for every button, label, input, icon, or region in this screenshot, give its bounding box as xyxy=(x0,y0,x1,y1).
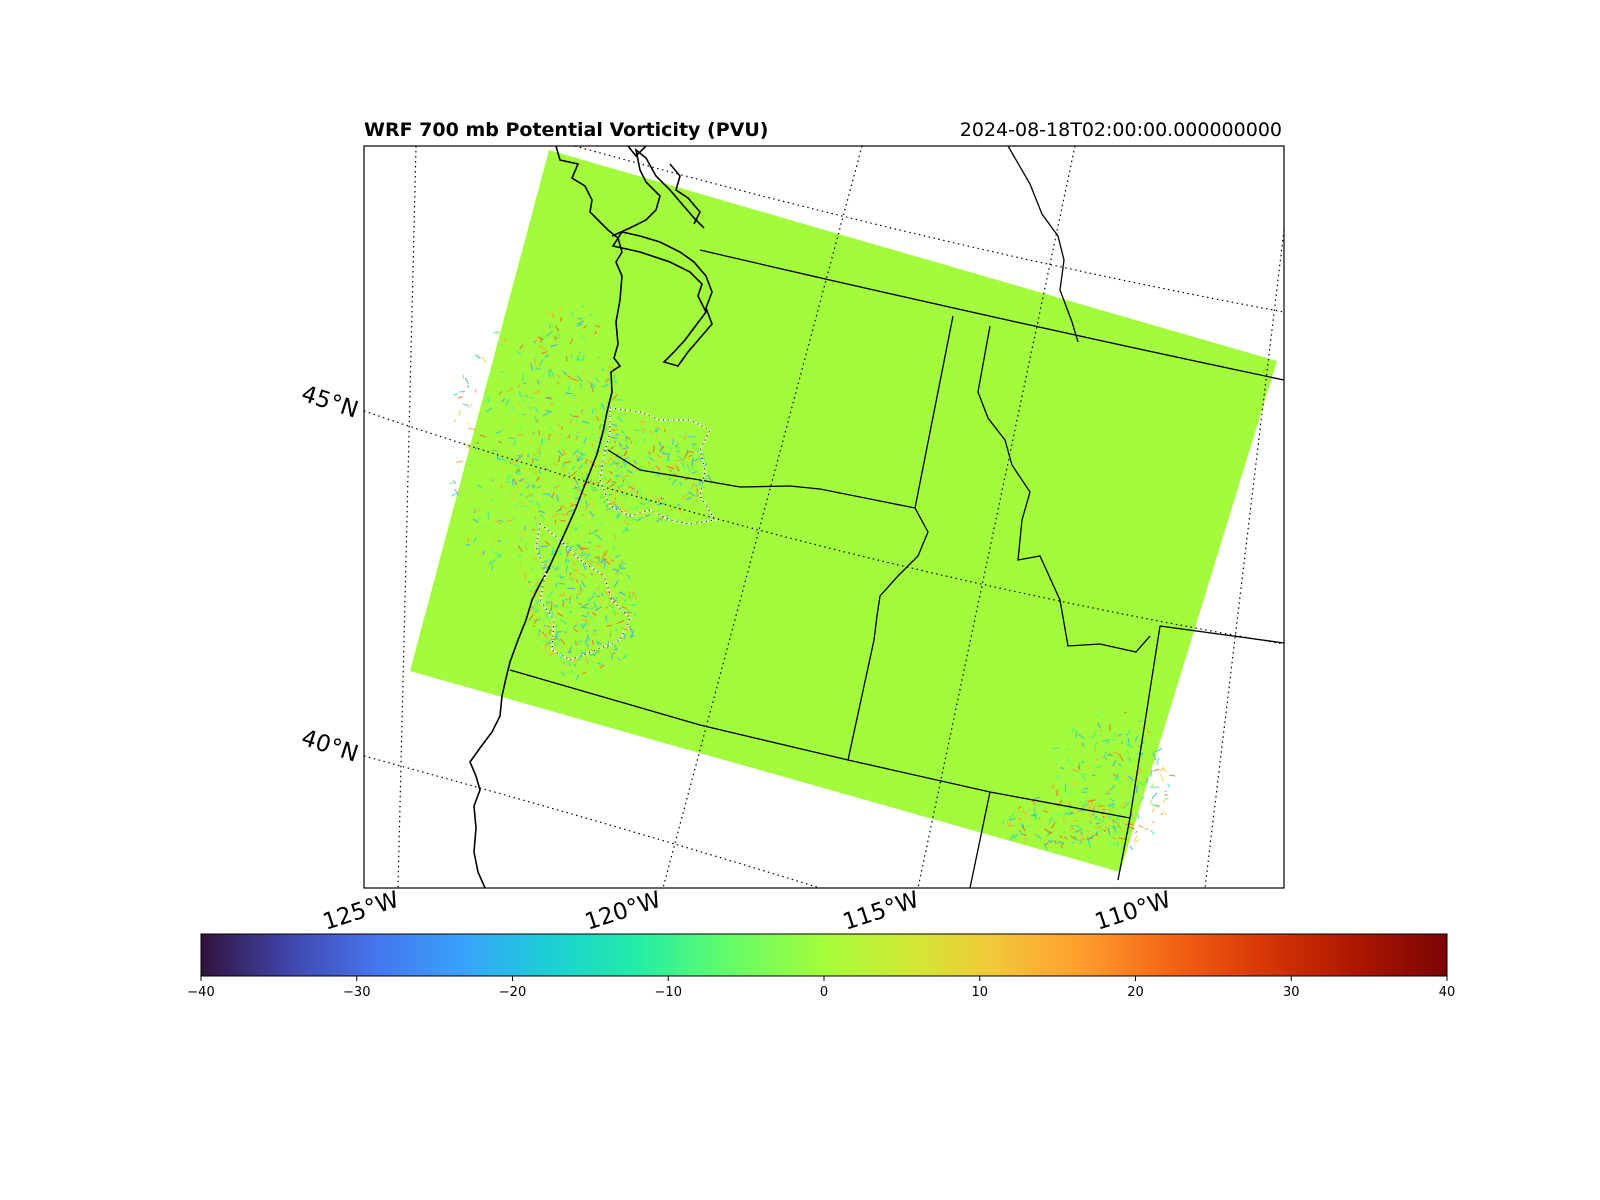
colorbar-tick-label: 40 xyxy=(1439,985,1456,1000)
longitude-line-115w xyxy=(917,146,1076,888)
colorbar-tick-label: 10 xyxy=(971,985,988,1000)
pv-contour-dots xyxy=(535,407,716,661)
colorbar-tick-label: −10 xyxy=(655,985,682,1000)
lon-label-125w: 125°W xyxy=(320,887,402,936)
map-frame xyxy=(363,145,1285,889)
longitude-line-120w xyxy=(662,146,863,888)
coastline-pacific xyxy=(469,146,623,888)
colorbar-gradient xyxy=(200,933,1448,977)
political-borders xyxy=(509,146,1284,888)
lat-label-45n: 45°N xyxy=(298,381,361,424)
inland-water-north xyxy=(669,163,701,225)
latitude-line-50n xyxy=(574,146,1284,313)
coastline xyxy=(469,146,713,888)
colorbar-tick-label: −30 xyxy=(343,985,370,1000)
map-area xyxy=(364,146,1284,888)
colorbar-tick-label: 20 xyxy=(1127,985,1144,1000)
colorbar-ticks: −40 −30 −20 −10 0 10 20 30 40 xyxy=(187,976,1455,1000)
canada-provincial-border xyxy=(1007,146,1079,343)
lon-label-120w: 120°W xyxy=(582,887,664,936)
strait-juan-de-fuca xyxy=(611,148,705,237)
longitude-line-125w xyxy=(397,146,417,888)
lon-label-110w: 110°W xyxy=(1092,887,1174,936)
map-title: WRF 700 mb Potential Vorticity (PVU) xyxy=(364,119,768,141)
lon-label-115w: 115°W xyxy=(840,887,922,936)
id-mt-border xyxy=(977,325,1151,653)
colorbar: −40 −30 −20 −10 0 10 20 30 40 xyxy=(187,933,1455,1000)
colorbar-tick-label: −40 xyxy=(187,985,214,1000)
us-canada-border xyxy=(699,249,1284,381)
pv-noise-pattern xyxy=(448,305,1176,851)
nv-ut-border xyxy=(969,791,991,888)
colorbar-tick-label: −20 xyxy=(499,985,526,1000)
colorbar-tick-label: 0 xyxy=(820,985,828,1000)
colorbar-tick-label: 30 xyxy=(1283,985,1300,1000)
or-id-border xyxy=(847,507,929,761)
wa-id-border xyxy=(914,315,954,509)
latitude-line-40n xyxy=(364,755,821,888)
or-ca-nv-border xyxy=(509,669,849,761)
longitude-line-110w xyxy=(1204,229,1284,888)
lat-label-40n: 40°N xyxy=(298,725,361,768)
ut-wy-border xyxy=(1117,625,1161,881)
wrf-domain-field xyxy=(410,150,1277,872)
graticule xyxy=(364,146,1284,888)
vancouver-island-coast xyxy=(627,146,647,158)
wa-or-border xyxy=(607,449,916,509)
puget-sound xyxy=(611,231,713,367)
valid-time: 2024-08-18T02:00:00.000000000 xyxy=(960,119,1282,141)
id-wy-border xyxy=(1159,625,1284,644)
